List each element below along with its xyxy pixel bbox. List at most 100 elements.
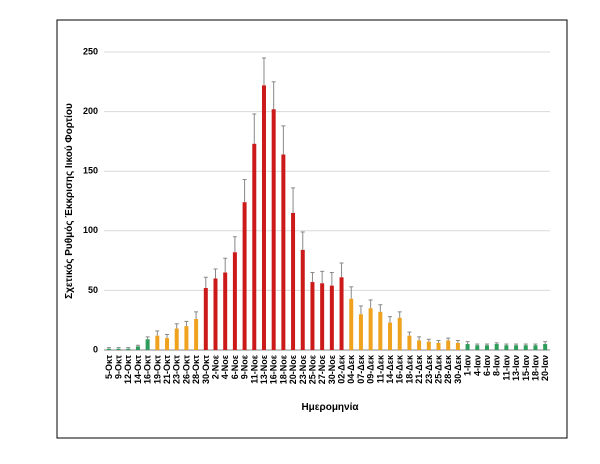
x-tick-label: 6-Νοε bbox=[230, 354, 240, 379]
bar bbox=[155, 335, 160, 350]
x-tick-label: 12-Οκτ bbox=[123, 355, 133, 384]
bar bbox=[426, 341, 431, 350]
x-tick-label: 4-Ιαν bbox=[472, 355, 482, 376]
bar bbox=[504, 345, 509, 350]
x-tick-label: 26-Οκτ bbox=[181, 355, 191, 384]
x-tick-label: 6-Ιαν bbox=[482, 355, 492, 376]
bar bbox=[388, 322, 393, 350]
bar bbox=[184, 326, 189, 350]
bar bbox=[271, 109, 276, 350]
x-tick-label: 18-Δεκ bbox=[404, 354, 414, 384]
x-tick-label: 21-Δεκ bbox=[414, 354, 424, 384]
x-tick-label: 1-Ιαν bbox=[463, 355, 473, 376]
bar bbox=[523, 345, 528, 350]
y-tick-label: 50 bbox=[88, 285, 98, 295]
bar bbox=[174, 328, 179, 350]
chart-frame bbox=[56, 19, 568, 439]
x-tick-label: 30-Οκτ bbox=[201, 355, 211, 384]
x-tick-label: 07-Δεκ bbox=[356, 354, 366, 384]
bar bbox=[378, 311, 383, 350]
bar bbox=[484, 345, 489, 350]
bar bbox=[203, 288, 208, 350]
y-tick-label: 0 bbox=[93, 344, 98, 354]
bar bbox=[494, 344, 499, 350]
x-tick-label: 18-Νοε bbox=[278, 354, 288, 384]
bar bbox=[281, 154, 286, 350]
bar bbox=[135, 346, 140, 350]
x-tick-label: 5-Οκτ bbox=[104, 355, 114, 379]
x-tick-label: 25-Δεκ bbox=[434, 354, 444, 384]
x-tick-label: 21-Οκτ bbox=[162, 355, 172, 384]
bar bbox=[106, 348, 111, 350]
bar bbox=[252, 143, 257, 350]
bar bbox=[310, 282, 315, 350]
bar bbox=[300, 249, 305, 350]
x-tick-label: 25-Νοε bbox=[307, 354, 317, 384]
x-tick-label: 04-Δεκ bbox=[346, 354, 356, 384]
x-tick-label: 16-Οκτ bbox=[143, 355, 153, 384]
x-tick-label: 14-Δεκ bbox=[385, 354, 395, 384]
bar bbox=[465, 344, 470, 350]
bar bbox=[397, 317, 402, 350]
y-tick-label: 100 bbox=[83, 225, 98, 235]
x-tick-label: 30-Δεκ bbox=[453, 354, 463, 384]
x-tick-label: 13-Ιαν bbox=[511, 355, 521, 381]
bar bbox=[455, 342, 460, 350]
x-tick-label: 9-Οκτ bbox=[114, 355, 124, 379]
x-axis-label: Ημερομηνία bbox=[301, 402, 359, 413]
bar bbox=[223, 272, 228, 350]
bar bbox=[165, 338, 170, 350]
x-tick-label: 14-Οκτ bbox=[133, 355, 143, 384]
bar bbox=[533, 345, 538, 350]
x-tick-label: 02-Δεκ bbox=[337, 354, 347, 384]
y-tick-label: 150 bbox=[83, 166, 98, 176]
bar bbox=[417, 340, 422, 350]
x-tick-label: 20-Ιαν bbox=[540, 355, 550, 381]
x-tick-label: 8-Ιαν bbox=[492, 355, 502, 376]
x-tick-label: 28-Δεκ bbox=[443, 354, 453, 384]
bar bbox=[232, 252, 237, 350]
x-tick-label: 28-Οκτ bbox=[191, 355, 201, 384]
bar bbox=[407, 335, 412, 350]
x-tick-label: 4-Νοε bbox=[220, 354, 230, 379]
x-tick-label: 11-Νοε bbox=[249, 354, 259, 384]
x-tick-label: 27-Νοε bbox=[317, 354, 327, 384]
x-tick-label: 13-Νοε bbox=[259, 354, 269, 384]
bar bbox=[514, 345, 519, 350]
x-tick-label: 9-Νοε bbox=[240, 354, 250, 379]
bar bbox=[446, 340, 451, 350]
y-axis-label: Σχετικός Ρυθμός Έκκρισης Ιικού Φορτίου bbox=[64, 103, 75, 299]
x-tick-label: 23-Οκτ bbox=[172, 355, 182, 384]
x-tick-label: 18-Ιαν bbox=[530, 355, 540, 381]
bar bbox=[320, 283, 325, 350]
bar bbox=[329, 285, 334, 350]
bar bbox=[242, 202, 247, 350]
x-tick-label: 16-Δεκ bbox=[395, 354, 405, 384]
x-tick-label: 23-Νοε bbox=[298, 354, 308, 384]
bar bbox=[145, 339, 150, 350]
x-tick-label: 2-Νοε bbox=[211, 354, 221, 379]
x-tick-label: 11-Ιαν bbox=[501, 355, 511, 381]
bar bbox=[213, 278, 218, 350]
bar bbox=[349, 298, 354, 350]
bar bbox=[194, 319, 199, 350]
bar bbox=[261, 85, 266, 350]
bar bbox=[116, 348, 121, 350]
x-tick-label: 11-Δεκ bbox=[375, 354, 385, 383]
x-tick-label: 15-Ιαν bbox=[521, 355, 531, 381]
bar bbox=[358, 314, 363, 350]
bar bbox=[126, 348, 131, 350]
bar bbox=[543, 344, 548, 350]
x-tick-label: 09-Δεκ bbox=[366, 354, 376, 384]
x-tick-label: 30-Νοε bbox=[327, 354, 337, 384]
bar bbox=[291, 212, 296, 350]
y-tick-label: 200 bbox=[83, 106, 98, 116]
x-tick-label: 16-Νοε bbox=[269, 354, 279, 384]
bar bbox=[339, 277, 344, 350]
bar bbox=[368, 308, 373, 350]
x-tick-label: 23-Δεκ bbox=[424, 354, 434, 384]
bar bbox=[436, 342, 441, 350]
y-tick-label: 250 bbox=[83, 46, 98, 56]
x-tick-label: 19-Οκτ bbox=[152, 355, 162, 384]
